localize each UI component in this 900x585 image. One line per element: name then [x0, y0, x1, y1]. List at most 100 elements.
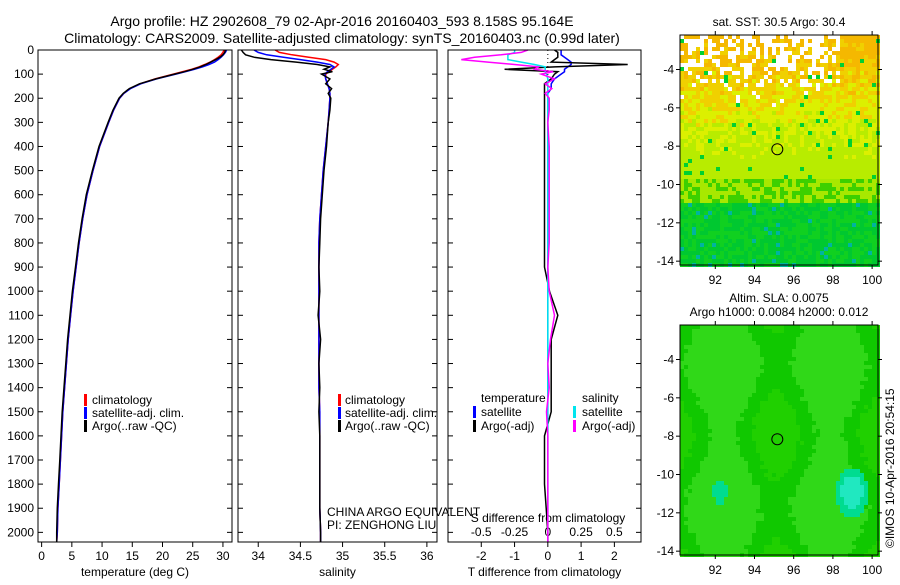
map-cell: [768, 485, 772, 489]
map-cell: [804, 461, 808, 465]
map-cell: [832, 255, 836, 259]
map-cell: [712, 349, 716, 353]
map-cell: [732, 111, 736, 115]
map-cell: [796, 139, 800, 143]
map-cell: [756, 239, 760, 243]
map-cell: [768, 87, 772, 91]
x-tick-label: -2: [476, 549, 487, 563]
map-cell: [768, 171, 772, 175]
map-cell: [864, 139, 868, 143]
map-cell: [716, 409, 720, 413]
map-cell: [740, 329, 744, 333]
map-cell: [736, 417, 740, 421]
map-cell: [696, 131, 700, 135]
map-cell: [860, 473, 864, 477]
map-cell: [844, 357, 848, 361]
map-cell: [696, 143, 700, 147]
map-cell: [848, 413, 852, 417]
map-cell: [868, 219, 872, 223]
map-cell: [684, 337, 688, 341]
map-cell: [808, 345, 812, 349]
map-cell: [840, 227, 844, 231]
map-cell: [708, 35, 712, 39]
map-cell: [696, 329, 700, 333]
map-cell: [696, 103, 700, 107]
map-cell: [728, 103, 732, 107]
map-cell: [680, 39, 684, 43]
map-cell: [708, 111, 712, 115]
map-cell: [736, 135, 740, 139]
map-cell: [728, 465, 732, 469]
map-cell: [680, 381, 684, 385]
map-cell: [772, 191, 776, 195]
map-cell: [796, 111, 800, 115]
map-cell: [844, 449, 848, 453]
map-cell: [684, 87, 688, 91]
map-cell: [788, 325, 792, 329]
map-cell: [724, 465, 728, 469]
map-cell: [820, 199, 824, 203]
map-cell: [768, 465, 772, 469]
map-cell: [856, 39, 860, 43]
map-cell: [752, 139, 756, 143]
map-cell: [688, 191, 692, 195]
map-cell: [768, 167, 772, 171]
map-cell: [700, 51, 704, 55]
map-cell: [708, 67, 712, 71]
map-cell: [776, 139, 780, 143]
map-cell: [752, 203, 756, 207]
map-cell: [788, 75, 792, 79]
map-cell: [800, 441, 804, 445]
map-cell: [872, 199, 876, 203]
map-cell: [688, 453, 692, 457]
map-cell: [872, 151, 876, 155]
map-cell: [700, 409, 704, 413]
map-cell: [720, 401, 724, 405]
map-cell: [868, 91, 872, 95]
map-cell: [812, 421, 816, 425]
map-cell: [824, 349, 828, 353]
y-tick-label: 1200: [7, 332, 34, 346]
map-cell: [744, 147, 748, 151]
map-cell: [780, 251, 784, 255]
map-cell: [820, 433, 824, 437]
map-cell: [728, 389, 732, 393]
map-cell: [816, 79, 820, 83]
map-cell: [752, 167, 756, 171]
map-cell: [856, 103, 860, 107]
map-cell: [732, 235, 736, 239]
map-cell: [680, 199, 684, 203]
map-cell: [688, 349, 692, 353]
map-cell: [840, 183, 844, 187]
map-cell: [764, 103, 768, 107]
map-cell: [704, 349, 708, 353]
map-cell: [680, 123, 684, 127]
map-cell: [684, 421, 688, 425]
map-cell: [796, 349, 800, 353]
map-cell: [700, 119, 704, 123]
x-tick-label: 36: [420, 549, 434, 563]
map-cell: [860, 195, 864, 199]
map-cell: [684, 441, 688, 445]
map-cell: [740, 171, 744, 175]
map-cell: [728, 171, 732, 175]
map-cell: [856, 441, 860, 445]
map-cell: [780, 187, 784, 191]
map-cell: [784, 223, 788, 227]
map-cell: [812, 417, 816, 421]
map-cell: [704, 147, 708, 151]
map-cell: [820, 123, 824, 127]
map-cell: [696, 211, 700, 215]
map-cell: [832, 207, 836, 211]
x-tick-label: 35.5: [373, 549, 397, 563]
map-cells: [680, 325, 880, 557]
map-cell: [780, 115, 784, 119]
map-cell: [708, 115, 712, 119]
map-cell: [736, 199, 740, 203]
map-cell: [752, 433, 756, 437]
map-cell: [696, 235, 700, 239]
map-cell: [732, 397, 736, 401]
map-cell: [832, 179, 836, 183]
map-cell: [816, 461, 820, 465]
series-line-argo-raw-qc-: [57, 50, 226, 542]
